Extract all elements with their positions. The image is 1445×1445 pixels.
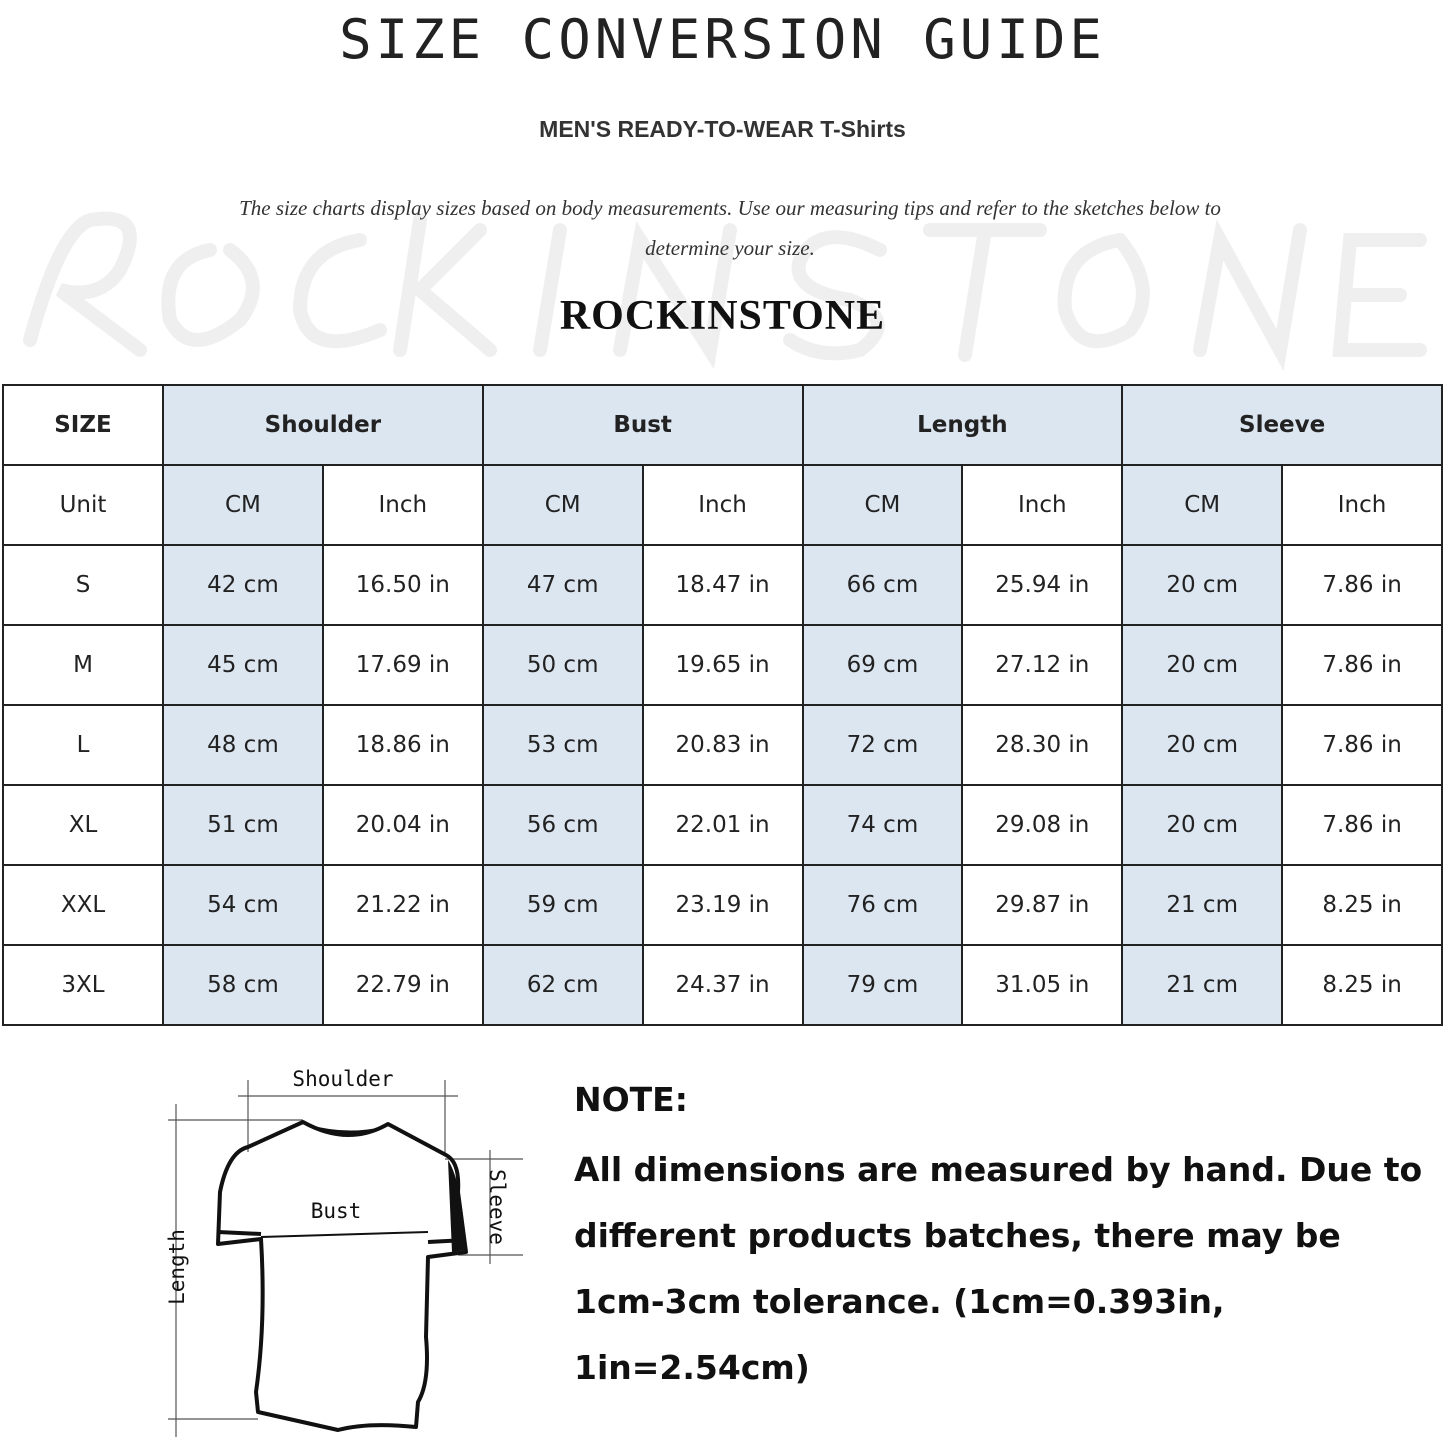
- size-cell: 31.05 in: [961, 944, 1124, 1026]
- watermark-brush-lettering: [23, 211, 1427, 370]
- note-body: All dimensions are measured by hand. Due…: [574, 1150, 1423, 1387]
- table-row: XL 51 cm 20.04 in 56 cm 22.01 in 74 cm 29.08 i…: [2, 784, 1443, 866]
- size-cell: 53 cm: [481, 704, 644, 786]
- size-cell: 7.86 in: [1281, 624, 1443, 706]
- size-cell: 25.94 in: [961, 544, 1124, 626]
- size-cell: 28.30 in: [961, 704, 1124, 786]
- size-cell: 7.86 in: [1281, 704, 1443, 786]
- table-row: XXL 54 cm 21.22 in 59 cm 23.19 in 76 cm 29.87 …: [2, 864, 1443, 946]
- size-cell: 16.50 in: [321, 544, 484, 626]
- size-cell: 8.25 in: [1281, 944, 1443, 1026]
- size-cell: 54 cm: [162, 864, 324, 946]
- size-cell: 20.83 in: [641, 704, 804, 786]
- size-label: S: [2, 544, 164, 626]
- size-label: XXL: [2, 864, 164, 946]
- size-cell: 79 cm: [801, 944, 964, 1026]
- size-cell: 17.69 in: [321, 624, 484, 706]
- unit-cell: Inch: [1281, 464, 1443, 546]
- table-row: S 42 cm 16.50 in 47 cm 18.47 in 66 cm 25.94 in…: [2, 544, 1443, 626]
- unit-cell: CM: [481, 464, 644, 546]
- size-cell: 66 cm: [801, 544, 964, 626]
- header-length: Length: [801, 384, 1124, 466]
- sketch-label-bust: Bust: [311, 1199, 362, 1223]
- unit-cell: CM: [162, 464, 324, 546]
- size-label: 3XL: [2, 944, 164, 1026]
- size-cell: 45 cm: [162, 624, 324, 706]
- size-cell: 29.87 in: [961, 864, 1124, 946]
- size-cell: 8.25 in: [1281, 864, 1443, 946]
- size-cell: 7.86 in: [1281, 544, 1443, 626]
- size-cell: 74 cm: [801, 784, 964, 866]
- size-cell: 21.22 in: [321, 864, 484, 946]
- size-label: L: [2, 704, 164, 786]
- size-cell: 22.79 in: [321, 944, 484, 1026]
- size-cell: 20.04 in: [321, 784, 484, 866]
- size-cell: 59 cm: [481, 864, 644, 946]
- size-cell: 48 cm: [162, 704, 324, 786]
- unit-cell: CM: [801, 464, 964, 546]
- size-cell: 42 cm: [162, 544, 324, 626]
- size-cell: 72 cm: [801, 704, 964, 786]
- size-cell: 20 cm: [1121, 624, 1284, 706]
- size-cell: 21 cm: [1121, 944, 1284, 1026]
- size-cell: 18.47 in: [641, 544, 804, 626]
- brand-name: ROCKINSTONE: [559, 293, 886, 339]
- table-row: L 48 cm 18.86 in 53 cm 20.83 in 72 cm 28.30 in…: [2, 704, 1443, 786]
- size-cell: 18.86 in: [321, 704, 484, 786]
- size-cell: 76 cm: [801, 864, 964, 946]
- size-cell: 27.12 in: [961, 624, 1124, 706]
- header-bust: Bust: [481, 384, 804, 466]
- unit-cell: Inch: [641, 464, 804, 546]
- size-cell: 58 cm: [162, 944, 324, 1026]
- size-cell: 20 cm: [1121, 784, 1284, 866]
- size-label: XL: [2, 784, 164, 866]
- table-row: M 45 cm 17.69 in 50 cm 19.65 in 69 cm 27.12 in…: [2, 624, 1443, 706]
- size-cell: 29.08 in: [961, 784, 1124, 866]
- note: NOTE: All dimensions are measured by han…: [574, 1080, 1434, 1401]
- size-cell: 22.01 in: [641, 784, 804, 866]
- size-cell: 21 cm: [1121, 864, 1284, 946]
- sketch-label-length: Length: [165, 1229, 189, 1305]
- size-cell: 19.65 in: [641, 624, 804, 706]
- tshirt-measurement-sketch: Shoulder Bust Length Sleeve: [165, 1067, 523, 1437]
- header-sleeve: Sleeve: [1121, 384, 1443, 466]
- header-shoulder: Shoulder: [162, 384, 484, 466]
- unit-cell: Inch: [321, 464, 484, 546]
- size-cell: 20 cm: [1121, 544, 1284, 626]
- size-cell: 23.19 in: [641, 864, 804, 946]
- size-cell: 24.37 in: [641, 944, 804, 1026]
- unit-label: Unit: [2, 464, 164, 546]
- page-title: SIZE CONVERSION GUIDE: [339, 8, 1106, 71]
- size-cell: 69 cm: [801, 624, 964, 706]
- size-cell: 51 cm: [162, 784, 324, 866]
- table-row: 3XL 58 cm 22.79 in 62 cm 24.37 in 79 cm 31.05 …: [2, 944, 1443, 1026]
- unit-row: Unit CM Inch CM Inch CM Inch CM Inch: [2, 464, 1443, 546]
- size-cell: 56 cm: [481, 784, 644, 866]
- size-cell: 62 cm: [481, 944, 644, 1026]
- size-cell: 20 cm: [1121, 704, 1284, 786]
- sketch-label-shoulder: Shoulder: [292, 1067, 393, 1091]
- header-size: SIZE: [2, 384, 164, 466]
- subtitle: MEN'S READY-TO-WEAR T-Shirts: [539, 116, 906, 142]
- intro-text: The size charts display sizes based on b…: [239, 196, 1221, 260]
- unit-cell: Inch: [961, 464, 1124, 546]
- size-cell: 7.86 in: [1281, 784, 1443, 866]
- size-cell: 47 cm: [481, 544, 644, 626]
- unit-cell: CM: [1121, 464, 1284, 546]
- size-cell: 50 cm: [481, 624, 644, 706]
- size-table: SIZE Shoulder Bust Length Sleeve Unit CM I…: [2, 384, 1443, 1026]
- size-label: M: [2, 624, 164, 706]
- note-heading: NOTE:: [574, 1080, 688, 1119]
- sketch-label-sleeve: Sleeve: [485, 1169, 509, 1245]
- group-header-row: SIZE Shoulder Bust Length Sleeve: [2, 384, 1443, 466]
